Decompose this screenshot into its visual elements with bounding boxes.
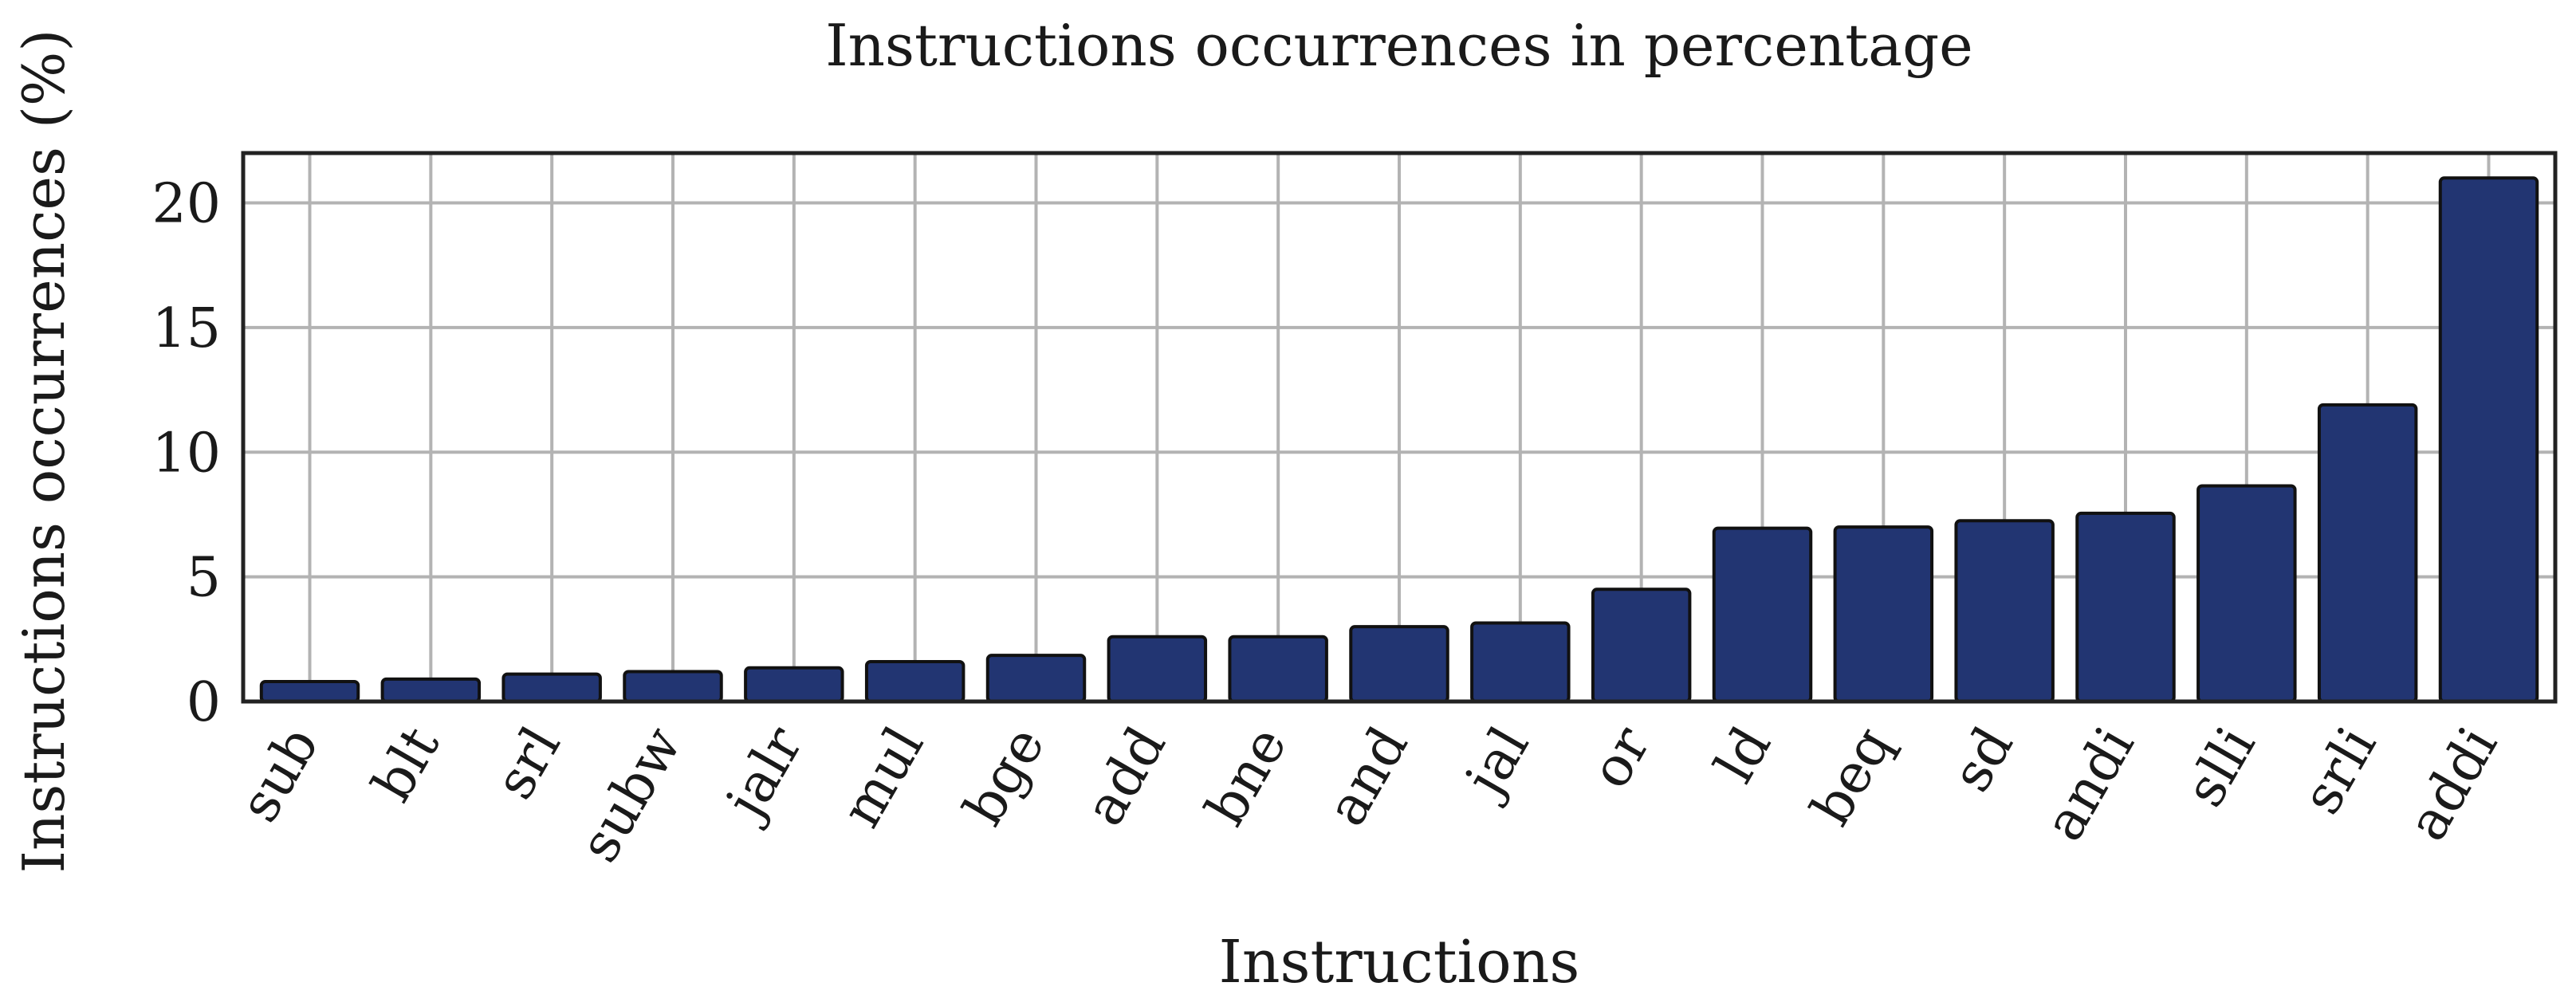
x-tick-label: sub (228, 717, 332, 832)
bar-bge (985, 654, 1087, 703)
bars (259, 176, 2539, 704)
x-tick-label: subw (568, 717, 694, 873)
y-tick-label: 5 (187, 547, 221, 610)
x-tick-label: bge (952, 717, 1057, 836)
bar-blt (380, 677, 482, 704)
y-tick-labels: 0 5 10 15 20 (151, 173, 221, 734)
x-tick-label: ld (1703, 717, 1784, 793)
bar-ld (1712, 526, 1813, 703)
bar-sd (1954, 519, 2055, 703)
x-tick-label: or (1579, 717, 1662, 800)
x-tick-label: jal (1451, 717, 1542, 811)
x-tick-label: mul (830, 717, 936, 838)
x-tick-label: sd (1940, 717, 2026, 802)
x-tick-label: jalr (712, 717, 816, 833)
x-tick-label: and (1315, 717, 1420, 836)
plot-frame (241, 151, 2558, 704)
x-axis-title: Instructions (1219, 928, 1580, 996)
y-tick-label: 20 (151, 173, 221, 236)
x-tick-label: srl (483, 717, 573, 810)
bar-slli (2196, 484, 2297, 703)
x-tick-label: andi (2032, 717, 2146, 851)
bar-bne (1228, 635, 1328, 704)
bar-addi (2438, 176, 2539, 704)
x-tick-label: slli (2173, 717, 2267, 817)
x-tick-label: blt (360, 717, 452, 812)
bar-andi (2075, 511, 2176, 704)
bar-srli (2317, 403, 2418, 703)
y-tick-label: 0 (187, 671, 221, 734)
bar-add (1107, 635, 1208, 704)
bar-srl (501, 672, 602, 703)
y-tick-label: 10 (151, 422, 221, 485)
bar-mul (864, 659, 966, 703)
y-tick-label: 15 (151, 297, 221, 360)
y-axis-title: Instructions occurrences (%) (10, 29, 77, 874)
x-tick-label: addi (2396, 717, 2510, 851)
x-tick-label: bne (1194, 717, 1300, 836)
bar-and (1349, 625, 1449, 704)
bar-beq (1833, 525, 1934, 703)
bar-or (1591, 587, 1692, 703)
bar-jalr (744, 666, 844, 703)
bar-sub (259, 679, 360, 703)
x-tick-label: beq (1799, 717, 1905, 836)
bar-subw (623, 670, 723, 703)
chart-title: Instructions occurrences in percentage (825, 12, 1973, 79)
x-tick-label: srli (2291, 717, 2389, 825)
x-tick-label: add (1073, 717, 1178, 836)
bar-jal (1470, 621, 1571, 703)
